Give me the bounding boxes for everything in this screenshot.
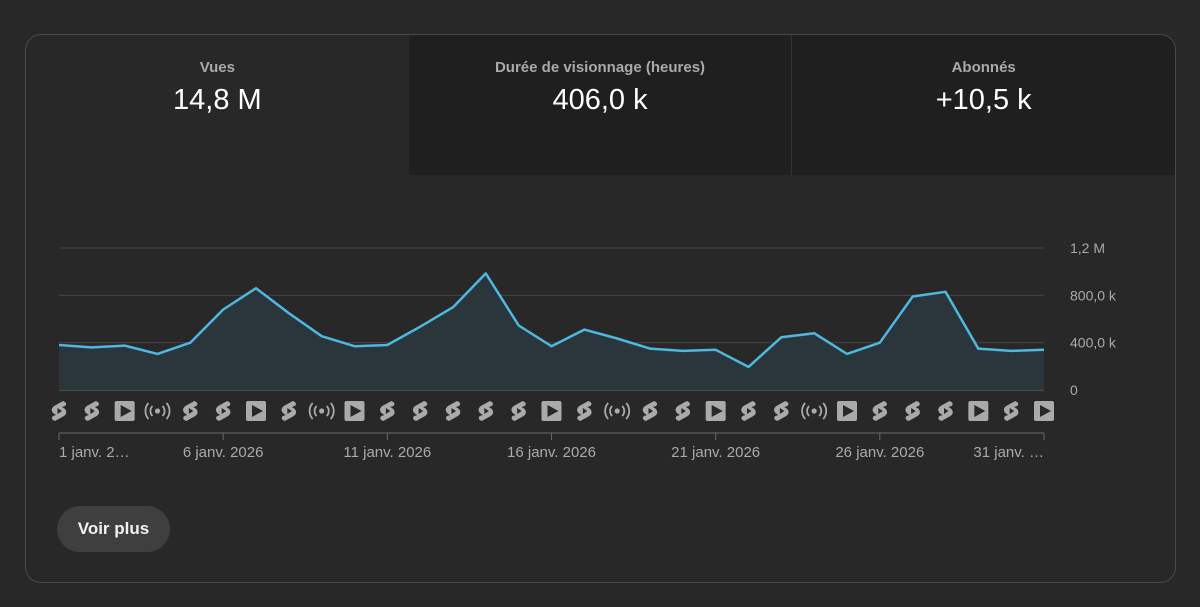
short-icon[interactable]: [51, 401, 67, 421]
y-tick-label: 1,2 M: [1070, 240, 1105, 256]
tab-views-value: 14,8 M: [173, 84, 262, 116]
short-icon[interactable]: [380, 401, 395, 421]
short-icon[interactable]: [741, 401, 756, 421]
short-icon[interactable]: [412, 401, 428, 421]
y-tick-label: 400,0 k: [1070, 335, 1117, 351]
live-icon[interactable]: [801, 402, 828, 420]
tab-views-label: Vues: [199, 59, 235, 76]
short-icon[interactable]: [872, 401, 888, 421]
series-area: [59, 273, 1044, 390]
short-icon[interactable]: [905, 401, 920, 421]
video-icon[interactable]: [705, 401, 726, 421]
tab-watch-time-label: Durée de visionnage (heures): [494, 59, 706, 76]
x-tick-label: 6 janv. 2026: [183, 444, 264, 461]
short-icon[interactable]: [183, 401, 198, 421]
short-icon[interactable]: [511, 401, 526, 421]
live-icon[interactable]: [604, 402, 631, 420]
short-icon[interactable]: [445, 401, 461, 421]
video-icon[interactable]: [968, 401, 989, 421]
tab-subscribers-label: Abonnés: [951, 59, 1016, 76]
short-icon[interactable]: [675, 401, 691, 421]
video-icon[interactable]: [1034, 401, 1054, 421]
y-tick-label: 0: [1070, 382, 1078, 398]
see-more-button[interactable]: Voir plus: [57, 506, 170, 552]
short-icon[interactable]: [938, 401, 953, 421]
video-icon[interactable]: [541, 401, 562, 421]
short-icon[interactable]: [215, 401, 231, 421]
x-tick-label: 26 janv. 2026: [835, 444, 924, 461]
analytics-card: Vues 14,8 M Durée de visionnage (heures)…: [25, 34, 1176, 583]
live-icon[interactable]: [308, 402, 335, 420]
tab-subscribers[interactable]: Abonnés +10,5 k: [791, 35, 1175, 175]
short-icon[interactable]: [774, 401, 789, 421]
short-icon[interactable]: [1003, 401, 1019, 421]
x-tick-label: 31 janv. …: [973, 444, 1044, 461]
video-icon[interactable]: [837, 401, 857, 421]
tab-subscribers-value: +10,5 k: [935, 84, 1032, 116]
views-chart: 0 400,0 k 800,0 k 1,2 M 1 janv. 2… 6 janv. 20…: [51, 240, 1117, 461]
short-icon[interactable]: [642, 401, 658, 421]
x-tick-label: 1 janv. 2…: [59, 444, 130, 461]
x-tick-label: 21 janv. 2026: [671, 444, 760, 461]
short-icon[interactable]: [84, 401, 100, 421]
series-line: [58, 272, 1045, 369]
short-icon[interactable]: [281, 401, 297, 421]
video-icon[interactable]: [246, 401, 266, 421]
video-icon[interactable]: [344, 401, 365, 421]
tab-watch-time[interactable]: Durée de visionnage (heures) 406,0 k: [408, 35, 792, 175]
tab-watch-time-value: 406,0 k: [552, 84, 648, 116]
short-icon[interactable]: [577, 401, 592, 421]
live-icon[interactable]: [144, 402, 171, 420]
x-tick-label: 11 janv. 2026: [343, 444, 431, 461]
x-tick-label: 16 janv. 2026: [507, 444, 596, 461]
y-tick-label: 800,0 k: [1070, 287, 1117, 303]
tab-views[interactable]: Vues 14,8 M: [26, 35, 409, 175]
video-icon[interactable]: [114, 401, 135, 421]
metric-tabs: Vues 14,8 M Durée de visionnage (heures)…: [26, 35, 1175, 175]
short-icon[interactable]: [478, 401, 494, 421]
